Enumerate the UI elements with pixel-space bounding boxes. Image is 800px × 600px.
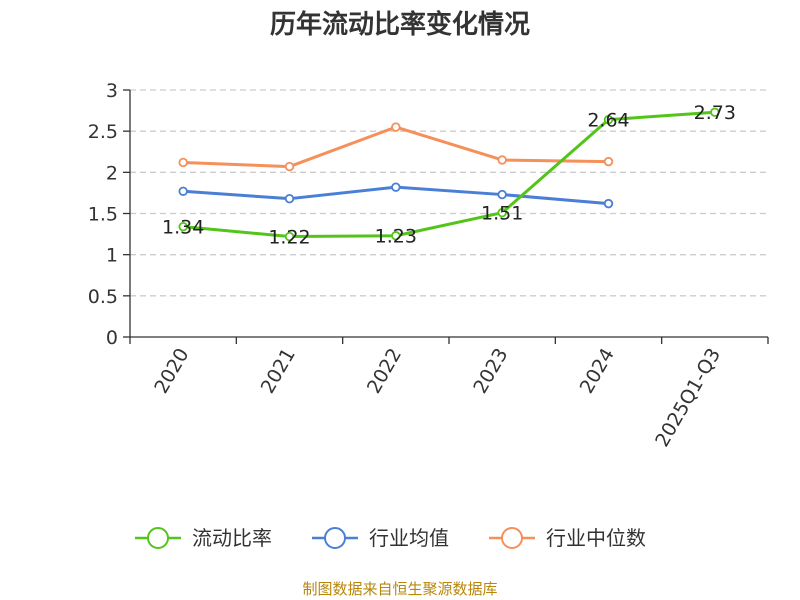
y-tick-label: 2 <box>106 162 118 184</box>
y-tick-label: 3 <box>106 80 118 102</box>
data-point[interactable] <box>497 189 507 200</box>
data-labels: 1.34 1.22 1.23 1.51 2.64 2.73 <box>162 102 736 248</box>
data-point[interactable] <box>284 193 295 204</box>
series-line <box>183 110 715 239</box>
data-point[interactable] <box>391 182 401 192</box>
legend-label: 行业中位数 <box>546 526 646 550</box>
axes <box>123 89 769 344</box>
legend-label: 流动比率 <box>192 526 272 550</box>
data-label: 1.23 <box>375 226 417 248</box>
data-label: 1.34 <box>162 217 204 239</box>
x-tick-label: 2025Q1-Q3 <box>651 345 725 451</box>
y-tick-label: 0 <box>106 327 118 349</box>
data-point[interactable] <box>497 207 507 218</box>
legend-item[interactable]: 流动比率 <box>135 526 272 550</box>
data-point[interactable] <box>497 155 507 165</box>
chart-title: 历年流动比率变化情况 <box>270 9 530 40</box>
series-1 <box>178 182 614 209</box>
legend-marker <box>501 527 523 549</box>
x-tick-label: 2024 <box>576 345 619 398</box>
series-0 <box>178 107 720 242</box>
x-tick-label: 2023 <box>469 344 512 397</box>
legend-marker <box>147 527 169 549</box>
y-tick-label: 2.5 <box>88 121 118 143</box>
data-point[interactable] <box>284 161 295 172</box>
series-group <box>178 107 720 242</box>
y-tick-label: 1.5 <box>88 204 118 226</box>
data-point[interactable] <box>391 122 401 132</box>
x-tick-label: 2020 <box>150 345 193 398</box>
data-point[interactable] <box>603 156 614 167</box>
grid-lines <box>130 89 768 297</box>
data-point[interactable] <box>178 221 188 232</box>
data-label: 1.51 <box>481 203 523 225</box>
data-label: 2.64 <box>587 110 629 132</box>
data-point[interactable] <box>603 198 614 209</box>
data-label: 1.22 <box>268 227 310 249</box>
series-2 <box>178 122 614 172</box>
legend-item[interactable]: 行业中位数 <box>489 526 646 550</box>
data-point[interactable] <box>284 231 295 242</box>
legend[interactable]: 流动比率 行业均值 行业中位数 <box>135 526 646 550</box>
y-tick-label: 0.5 <box>88 286 118 308</box>
legend-label: 行业均值 <box>369 526 449 550</box>
legend-marker <box>324 527 346 549</box>
data-point[interactable] <box>391 231 401 241</box>
data-point[interactable] <box>603 114 614 125</box>
legend-item[interactable]: 行业均值 <box>312 526 449 550</box>
data-point[interactable] <box>710 107 720 117</box>
tick-labels: 0 0.5 1 1.5 2 2.5 3 2020 2021 2022 2023 2024 2025Q1-… <box>88 80 725 451</box>
x-tick-label: 2022 <box>363 345 406 398</box>
data-point[interactable] <box>178 186 188 196</box>
source-note: 制图数据来自恒生聚源数据库 <box>302 580 497 598</box>
x-tick-label: 2021 <box>257 345 300 398</box>
y-tick-label: 1 <box>106 245 118 267</box>
series-line <box>183 125 609 169</box>
data-label: 2.73 <box>694 102 736 124</box>
data-point[interactable] <box>178 157 188 168</box>
